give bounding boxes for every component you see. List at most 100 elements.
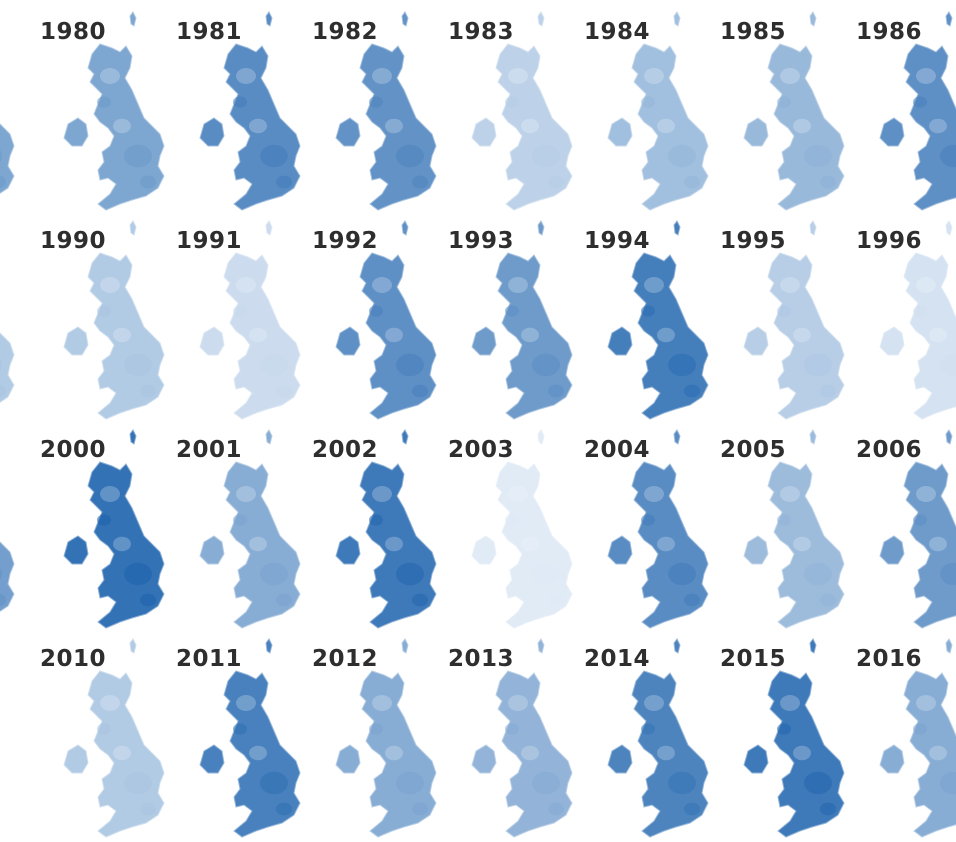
- uk-map-2004-shetland-shape: [673, 429, 681, 445]
- uk-map-2000-shetland-shape: [129, 429, 137, 445]
- year-label: 1981: [176, 19, 243, 45]
- uk-map-1981-texture-patch: [236, 68, 256, 84]
- uk-map-1985-texture-patch: [777, 96, 791, 108]
- map-panel-2014: 2014: [584, 633, 734, 842]
- map-panel-2013: 2013: [448, 633, 598, 842]
- uk-map-1985-shetland-shape: [809, 11, 817, 27]
- map-panel-1980: 1980: [40, 6, 190, 215]
- uk-map-2005-texture-patch: [793, 536, 811, 552]
- uk-map-1995-ireland-shape: [743, 326, 769, 356]
- uk-map-1982-texture-patch: [412, 175, 428, 189]
- uk-map-2002-texture-patch: [412, 593, 428, 607]
- uk-map-2002-texture-patch: [372, 486, 392, 502]
- year-label: 2002: [312, 437, 379, 463]
- uk-map-1992: [335, 220, 437, 420]
- uk-map-1996-texture-patch: [916, 277, 936, 293]
- year-label: 2015: [720, 646, 787, 672]
- uk-map-1982-texture-patch: [396, 144, 424, 168]
- year-label: 1983: [448, 19, 515, 45]
- uk-map-1982: [335, 11, 437, 211]
- uk-map-2005-texture-patch: [777, 514, 791, 526]
- uk-map-1984-texture-patch: [684, 175, 700, 189]
- uk-map-2006-texture-patch: [913, 514, 927, 526]
- uk-map-1986-texture-patch: [929, 118, 947, 134]
- uk-map-1995-shetland-shape: [809, 220, 817, 236]
- uk-map-1983-ireland-shape: [471, 117, 497, 147]
- uk-map-2016-shetland-shape: [945, 638, 953, 654]
- uk-map-1980-texture-patch: [97, 96, 111, 108]
- uk-map-1983-texture-patch: [548, 175, 564, 189]
- year-label: 2012: [312, 646, 379, 672]
- partial-uk-map-great-britain-shape: [0, 332, 15, 403]
- uk-map-1990-ireland-shape: [63, 326, 89, 356]
- year-label: 2013: [448, 646, 515, 672]
- uk-map-1996-texture-patch: [913, 305, 927, 317]
- uk-map-2010-texture-patch: [113, 745, 131, 761]
- uk-map-2005-texture-patch: [780, 486, 800, 502]
- year-label: 1990: [40, 228, 107, 254]
- year-label: 1992: [312, 228, 379, 254]
- partial-uk-map-left-edge: [0, 123, 15, 194]
- year-label: 2011: [176, 646, 243, 672]
- uk-map-2012-texture-patch: [396, 771, 424, 795]
- uk-map-2013-texture-patch: [505, 723, 519, 735]
- map-panel-2004: 2004: [584, 424, 734, 633]
- uk-map-2013-texture-patch: [508, 695, 528, 711]
- year-label: 1991: [176, 228, 243, 254]
- uk-map-1990-texture-patch: [97, 305, 111, 317]
- uk-map-1993-texture-patch: [548, 384, 564, 398]
- uk-map-2000-texture-patch: [124, 562, 152, 586]
- uk-map-1992-texture-patch: [372, 277, 392, 293]
- uk-map-2000-texture-patch: [140, 593, 156, 607]
- uk-map-1980: [63, 11, 165, 211]
- uk-map-2011-texture-patch: [276, 802, 292, 816]
- uk-map-1982-shetland-shape: [401, 11, 409, 27]
- uk-map-1986-shetland-shape: [945, 11, 953, 27]
- year-label: 1995: [720, 228, 787, 254]
- map-panel-2000: 2000: [40, 424, 190, 633]
- uk-map-1984-texture-patch: [668, 144, 696, 168]
- uk-map-2005-texture-patch: [804, 562, 832, 586]
- uk-map-2012-texture-patch: [372, 695, 392, 711]
- uk-map-1990-texture-patch: [100, 277, 120, 293]
- map-panel-1994: 1994: [584, 215, 734, 424]
- uk-map-2000-texture-patch: [97, 514, 111, 526]
- uk-map-1983-texture-patch: [505, 96, 519, 108]
- uk-map-1984-texture-patch: [657, 118, 675, 134]
- uk-map-2003: [471, 429, 573, 629]
- uk-map-2001-texture-patch: [236, 486, 256, 502]
- uk-map-1992-texture-patch: [396, 353, 424, 377]
- year-label: 2006: [856, 437, 923, 463]
- year-label: 1993: [448, 228, 515, 254]
- uk-map-1986-texture-patch: [916, 68, 936, 84]
- uk-map-2016-texture-patch: [913, 723, 927, 735]
- map-panel-1983: 1983: [448, 6, 598, 215]
- uk-map-1985-texture-patch: [793, 118, 811, 134]
- partial-uk-map-great-britain-shape: [0, 123, 15, 194]
- year-label: 2004: [584, 437, 651, 463]
- uk-map-2010-texture-patch: [97, 723, 111, 735]
- uk-map-2015-shetland-shape: [809, 638, 817, 654]
- uk-map-2012-texture-patch: [385, 745, 403, 761]
- year-label: 1986: [856, 19, 923, 45]
- uk-map-2013-texture-patch: [532, 771, 560, 795]
- uk-map-2002: [335, 429, 437, 629]
- map-panel-1981: 1981: [176, 6, 326, 215]
- uk-map-1982-ireland-shape: [335, 117, 361, 147]
- uk-map-1985: [743, 11, 845, 211]
- uk-map-2002-texture-patch: [385, 536, 403, 552]
- uk-map-1990: [63, 220, 165, 420]
- uk-map-2010-texture-patch: [100, 695, 120, 711]
- uk-map-1981: [199, 11, 301, 211]
- uk-map-2014-texture-patch: [668, 771, 696, 795]
- map-panel-2002: 2002: [312, 424, 462, 633]
- uk-map-2000: [63, 429, 165, 629]
- year-label: 2005: [720, 437, 787, 463]
- uk-map-1991-texture-patch: [276, 384, 292, 398]
- partial-uk-map-texture-patch: [0, 593, 6, 607]
- partial-uk-map-texture-patch: [0, 384, 6, 398]
- map-panel-2016: 2016: [856, 633, 956, 842]
- uk-map-2016-ireland-shape: [879, 744, 905, 774]
- uk-map-1992-ireland-shape: [335, 326, 361, 356]
- uk-map-1994-shetland-shape: [673, 220, 681, 236]
